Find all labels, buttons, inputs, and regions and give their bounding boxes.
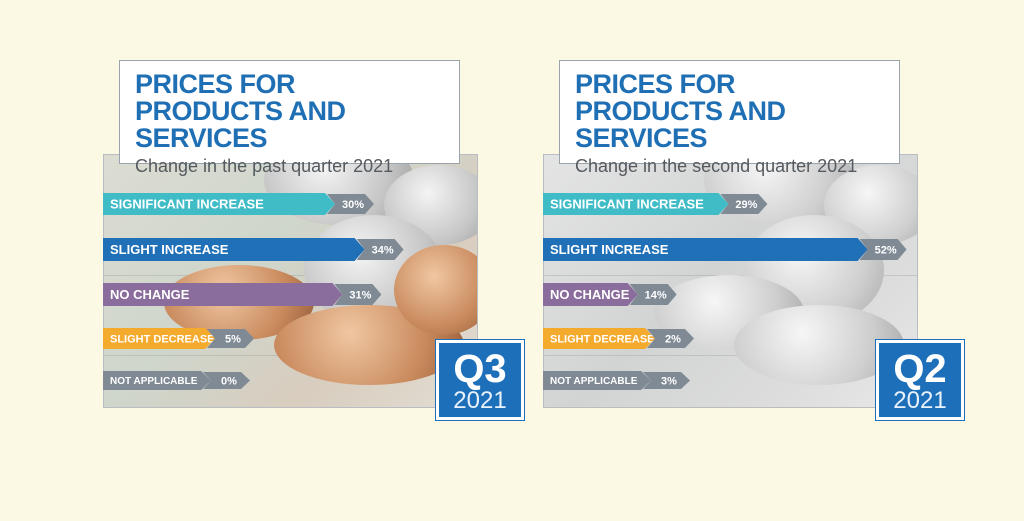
category-label: SLIGHT DECREASE bbox=[550, 333, 655, 345]
bar bbox=[103, 238, 365, 261]
bar-row-significant-increase: SIGNIFICANT INCREASE 30% bbox=[103, 193, 374, 215]
category-label: SLIGHT INCREASE bbox=[110, 242, 229, 257]
category-label: SLIGHT INCREASE bbox=[550, 242, 669, 257]
category-label: SIGNIFICANT INCREASE bbox=[110, 197, 264, 212]
bar bbox=[543, 193, 729, 215]
value-tag bbox=[356, 239, 404, 260]
category-label: SLIGHT DECREASE bbox=[110, 333, 215, 345]
badge-quarter: Q3 bbox=[453, 347, 507, 391]
value-label: 31% bbox=[349, 290, 371, 302]
quarter-badge-q3: Q3 2021 bbox=[435, 339, 525, 421]
value-tag bbox=[643, 372, 690, 389]
value-tag bbox=[207, 329, 254, 348]
value-label: 14% bbox=[645, 290, 667, 302]
value-label: 5% bbox=[225, 334, 241, 346]
bar-row-not-applicable: NOT APPLICABLE 0% bbox=[103, 371, 250, 390]
bar bbox=[103, 371, 211, 390]
bar bbox=[103, 328, 215, 349]
bar-row-not-applicable: NOT APPLICABLE 3% bbox=[543, 371, 690, 390]
chart-subtitle: Change in the second quarter 2021 bbox=[575, 156, 858, 176]
value-tag bbox=[334, 284, 382, 305]
chart-title-box-q2: PRICES FOR PRODUCTS AND SERVICES Change … bbox=[559, 60, 900, 176]
value-tag bbox=[327, 194, 374, 214]
value-tag bbox=[859, 239, 907, 260]
category-label: NO CHANGE bbox=[550, 287, 630, 302]
bar bbox=[103, 193, 335, 215]
value-tag bbox=[647, 329, 694, 348]
category-label: NO CHANGE bbox=[110, 287, 190, 302]
bar bbox=[543, 371, 651, 390]
bar-row-significant-increase: SIGNIFICANT INCREASE 29% bbox=[543, 193, 768, 215]
chart-title-box-q3: PRICES FOR PRODUCTS AND SERVICES Change … bbox=[119, 60, 460, 176]
bar bbox=[103, 283, 343, 306]
bar bbox=[543, 238, 868, 261]
bar bbox=[543, 283, 638, 306]
bar-row-no-change: NO CHANGE 14% bbox=[543, 283, 677, 306]
bar-row-no-change: NO CHANGE 31% bbox=[103, 283, 382, 306]
value-tag bbox=[203, 372, 250, 389]
chart-title: PRICES FOR PRODUCTS AND SERVICES bbox=[135, 69, 346, 153]
category-label: SIGNIFICANT INCREASE bbox=[550, 197, 704, 212]
bar-row-slight-increase: SLIGHT INCREASE 34% bbox=[103, 238, 404, 261]
category-label: NOT APPLICABLE bbox=[110, 376, 198, 387]
value-label: 0% bbox=[221, 376, 237, 388]
value-label: 2% bbox=[665, 334, 681, 346]
value-label: 30% bbox=[342, 199, 364, 211]
category-label: NOT APPLICABLE bbox=[550, 376, 638, 387]
value-label: 3% bbox=[661, 376, 677, 388]
value-label: 34% bbox=[372, 245, 394, 257]
badge-year: 2021 bbox=[893, 387, 947, 414]
bar-row-slight-decrease: SLIGHT DECREASE 2% bbox=[543, 328, 694, 349]
value-label: 52% bbox=[875, 245, 897, 257]
value-tag bbox=[629, 284, 677, 305]
bar bbox=[543, 328, 655, 349]
badge-year: 2021 bbox=[453, 387, 507, 414]
bar-row-slight-decrease: SLIGHT DECREASE 5% bbox=[103, 328, 254, 349]
chart-title: PRICES FOR PRODUCTS AND SERVICES bbox=[575, 69, 786, 153]
chart-subtitle: Change in the past quarter 2021 bbox=[135, 156, 394, 176]
badge-quarter: Q2 bbox=[893, 347, 947, 391]
value-label: 29% bbox=[735, 199, 757, 211]
quarter-badge-q2: Q2 2021 bbox=[875, 339, 965, 421]
bar-row-slight-increase: SLIGHT INCREASE 52% bbox=[543, 238, 907, 261]
value-tag bbox=[720, 194, 768, 214]
